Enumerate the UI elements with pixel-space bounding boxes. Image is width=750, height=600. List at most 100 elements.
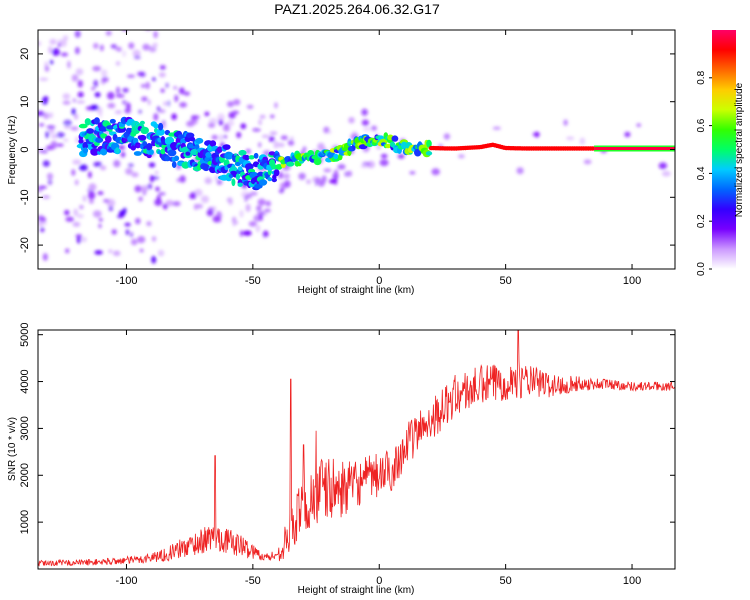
noise-cell	[302, 146, 307, 152]
noise-cell	[70, 126, 79, 131]
noise-cell	[219, 134, 223, 142]
noise-cell	[360, 164, 370, 169]
noise-cell	[256, 210, 266, 216]
noise-cell	[148, 162, 156, 168]
ridge-cell	[171, 161, 177, 169]
y-tick-label: 5000	[19, 322, 31, 346]
noise-cell	[42, 253, 48, 261]
noise-cell	[579, 137, 586, 145]
noise-cell	[298, 172, 306, 180]
noise-cell	[139, 71, 146, 78]
noise-cell	[153, 113, 159, 121]
noise-cell	[317, 142, 325, 151]
ridge-cell	[95, 137, 104, 144]
noise-cell	[99, 165, 107, 171]
noise-cell	[91, 86, 96, 91]
noise-cell	[39, 77, 49, 82]
ridge-cell	[273, 169, 280, 177]
noise-cell	[283, 173, 290, 180]
ridge-cell	[105, 135, 112, 143]
noise-cell	[337, 164, 346, 170]
y-tick-label: -10	[19, 189, 31, 205]
ridge-cell	[248, 155, 255, 160]
noise-cell	[116, 46, 122, 52]
noise-cell	[152, 77, 156, 82]
noise-cell	[73, 208, 79, 216]
noise-cell	[397, 154, 405, 159]
noise-cell	[159, 65, 166, 70]
noise-cell	[72, 159, 82, 165]
ridge-cell	[177, 134, 185, 140]
noise-cell	[57, 23, 63, 28]
noise-cell	[165, 82, 169, 88]
y-tick-label: -20	[19, 237, 31, 253]
y-tick-label: 2000	[19, 463, 31, 487]
noise-cell	[112, 250, 121, 257]
noise-cell	[77, 91, 84, 98]
ridge-cell	[100, 133, 108, 139]
noise-cell	[49, 112, 54, 119]
noise-cell	[255, 224, 261, 233]
noise-cell	[563, 119, 568, 126]
noise-cell	[111, 229, 117, 235]
noise-cell	[193, 203, 198, 210]
ridge-cell	[115, 147, 120, 154]
noise-cell	[208, 122, 216, 128]
noise-cell	[115, 61, 121, 66]
noise-cell	[134, 185, 142, 193]
noise-cell	[348, 117, 355, 124]
noise-cell	[327, 130, 332, 135]
noise-cell	[101, 76, 109, 83]
noise-cell	[211, 134, 218, 140]
ridge-cell	[142, 141, 148, 147]
ridge-cell	[385, 143, 392, 149]
noise-cell	[92, 210, 102, 218]
ridge-cell	[90, 148, 99, 156]
noise-cell	[88, 191, 96, 200]
noise-cell	[106, 198, 116, 207]
noise-cell	[76, 213, 84, 219]
noise-cell	[114, 46, 118, 51]
ridge-cell	[93, 117, 100, 125]
noise-cell	[46, 172, 54, 180]
ridge-cell	[238, 149, 247, 156]
noise-cell	[40, 221, 48, 226]
noise-cell	[94, 92, 101, 98]
noise-cell	[97, 191, 104, 195]
noise-cell	[47, 178, 53, 186]
snr-y-label: SNR (10 * v/v)	[7, 417, 18, 481]
noise-cell	[290, 136, 294, 141]
noise-cell	[38, 40, 42, 47]
noise-cell	[88, 171, 92, 179]
noise-cell	[278, 171, 283, 179]
noise-cell	[532, 132, 540, 137]
noise-cell	[222, 124, 231, 132]
noise-cell	[167, 100, 171, 107]
noise-cell	[71, 108, 76, 116]
x-tick-label: -50	[245, 275, 261, 287]
noise-cell	[125, 229, 130, 236]
noise-cell	[39, 123, 45, 127]
ridge-cell	[205, 152, 212, 158]
noise-cell	[190, 117, 198, 125]
noise-cell	[74, 179, 79, 186]
noise-cell	[200, 195, 210, 204]
noise-cell	[178, 87, 185, 94]
noise-cell	[661, 170, 671, 177]
colorbar-tick-label: 0.0	[696, 262, 707, 276]
noise-cell	[380, 153, 388, 159]
noise-cell	[492, 126, 501, 130]
noise-cell	[72, 221, 81, 227]
colorbar-gradient	[712, 30, 736, 269]
noise-cell	[131, 172, 139, 178]
noise-cell	[38, 110, 45, 116]
colorbar-ticks: 0.0 0.2 0.4 0.6 0.8	[696, 70, 712, 276]
noise-cell	[157, 249, 165, 257]
noise-cell	[256, 205, 262, 211]
noise-cell	[42, 19, 48, 22]
noise-cell	[239, 230, 244, 237]
noise-cell	[45, 131, 49, 139]
noise-cell	[171, 113, 177, 120]
ridge-cell	[149, 149, 154, 155]
noise-cell	[44, 65, 50, 72]
